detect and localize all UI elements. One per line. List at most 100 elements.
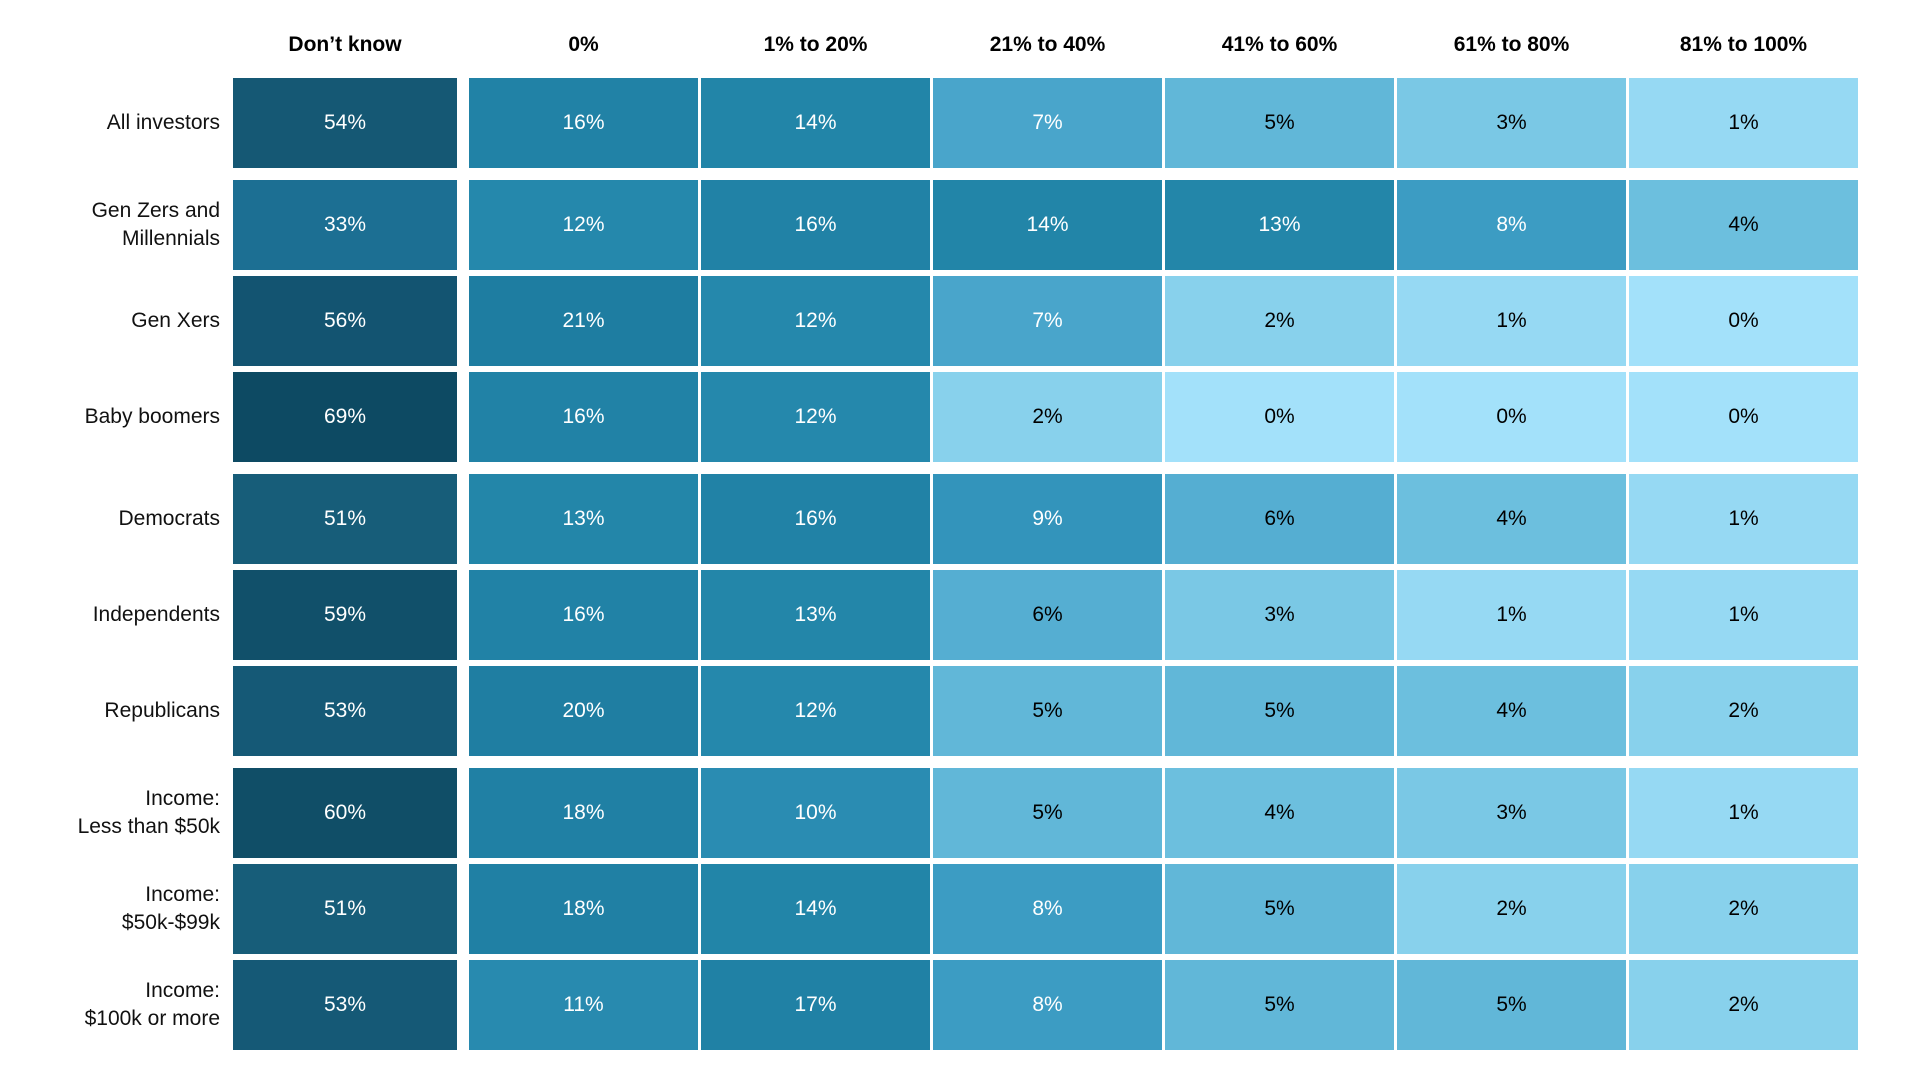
cell-value: 13% bbox=[562, 507, 605, 530]
column-header: 81% to 100% bbox=[1679, 33, 1808, 56]
heatmap-cell: 18% bbox=[469, 768, 698, 858]
cell-value: 5% bbox=[1264, 897, 1295, 920]
heatmap-cell: 16% bbox=[469, 78, 698, 168]
heatmap-cell: 20% bbox=[469, 666, 698, 756]
cell-value: 16% bbox=[794, 213, 837, 236]
column-header-row: Don’t know 0% 1% to 20% 21% to 40% 41% to 60… bbox=[0, 22, 1920, 68]
heatmap-cell: 0% bbox=[1629, 372, 1858, 462]
cell-value: 16% bbox=[794, 507, 837, 530]
heatmap-cell: 16% bbox=[701, 180, 930, 270]
cell-value: 11% bbox=[563, 993, 604, 1016]
heatmap-cell: 21% bbox=[469, 276, 698, 366]
cell-value: 5% bbox=[1264, 993, 1295, 1016]
cell-value: 9% bbox=[1032, 507, 1063, 530]
cell-value: 6% bbox=[1264, 507, 1295, 530]
heatmap-cell: 1% bbox=[1629, 570, 1858, 660]
cell-value: 1% bbox=[1496, 603, 1527, 626]
column-header: 41% to 60% bbox=[1221, 33, 1338, 56]
table-row: Democrats 51% 13% 16% 9% 6% 4% 1% bbox=[0, 474, 1920, 564]
cell-value: 2% bbox=[1032, 405, 1063, 428]
cell-value: 0% bbox=[1264, 405, 1295, 428]
cell-value: 5% bbox=[1496, 993, 1527, 1016]
row-label: Income: $50k-$99k bbox=[121, 882, 220, 934]
heatmap-cell: 7% bbox=[933, 276, 1162, 366]
cell-value: 56% bbox=[323, 309, 367, 332]
heatmap-cell: 4% bbox=[1397, 474, 1626, 564]
heatmap-cell: 8% bbox=[933, 864, 1162, 954]
row-label: Republicans bbox=[104, 698, 220, 722]
cell-value: 59% bbox=[323, 603, 367, 626]
heatmap-cell: 5% bbox=[1165, 960, 1394, 1050]
heatmap-cell: 5% bbox=[933, 666, 1162, 756]
cell-value: 16% bbox=[562, 405, 605, 428]
cell-value: 3% bbox=[1496, 111, 1527, 134]
row-label: Democrats bbox=[118, 506, 220, 530]
heatmap-cell: 2% bbox=[1629, 864, 1858, 954]
heatmap-cell: 69% bbox=[233, 372, 457, 462]
heatmap-cell: 12% bbox=[701, 372, 930, 462]
cell-value: 8% bbox=[1032, 993, 1063, 1016]
cell-value: 12% bbox=[794, 405, 837, 428]
heatmap-cell: 14% bbox=[701, 78, 930, 168]
table-row: Income: $100k or more 53% 11% 17% 8% 5% 5% 2% bbox=[0, 960, 1920, 1050]
cell-value: 13% bbox=[1258, 213, 1301, 236]
heatmap-cell: 5% bbox=[1397, 960, 1626, 1050]
heatmap-cell: 13% bbox=[1165, 180, 1394, 270]
heatmap-cell: 51% bbox=[233, 864, 457, 954]
cell-value: 1% bbox=[1728, 507, 1759, 530]
heatmap-cell: 1% bbox=[1629, 78, 1858, 168]
column-header: 21% to 40% bbox=[989, 33, 1106, 56]
heatmap-cell: 60% bbox=[233, 768, 457, 858]
heatmap-cell: 14% bbox=[701, 864, 930, 954]
cell-value: 60% bbox=[323, 801, 367, 824]
heatmap-cell: 10% bbox=[701, 768, 930, 858]
column-header: 0% bbox=[568, 33, 599, 56]
heatmap-cell: 51% bbox=[233, 474, 457, 564]
table-row: Income: $50k-$99k 51% 18% 14% 8% 5% 2% 2% bbox=[0, 864, 1920, 954]
table-row: Gen Xers 56% 21% 12% 7% 2% 1% 0% bbox=[0, 276, 1920, 366]
heatmap-cell: 16% bbox=[701, 474, 930, 564]
cell-value: 16% bbox=[562, 111, 605, 134]
table-row: Independents 59% 16% 13% 6% 3% 1% 1% bbox=[0, 570, 1920, 660]
heatmap-cell: 16% bbox=[469, 570, 698, 660]
cell-value: 16% bbox=[562, 603, 605, 626]
table-row: Baby boomers 69% 16% 12% 2% 0% 0% 0% bbox=[0, 372, 1920, 462]
cell-value: 53% bbox=[323, 699, 367, 722]
heatmap-cell: 9% bbox=[933, 474, 1162, 564]
heatmap-cell: 17% bbox=[701, 960, 930, 1050]
cell-value: 0% bbox=[1728, 405, 1759, 428]
cell-value: 1% bbox=[1728, 801, 1759, 824]
heatmap-cell: 5% bbox=[1165, 78, 1394, 168]
column-header: 1% to 20% bbox=[763, 33, 868, 56]
cell-value: 12% bbox=[794, 699, 837, 722]
heatmap-cell: 2% bbox=[1629, 960, 1858, 1050]
cell-value: 18% bbox=[562, 897, 605, 920]
heatmap-cell: 1% bbox=[1397, 276, 1626, 366]
cell-value: 12% bbox=[794, 309, 837, 332]
row-label: Independents bbox=[92, 602, 220, 626]
cell-value: 1% bbox=[1728, 111, 1759, 134]
heatmap-cell: 56% bbox=[233, 276, 457, 366]
heatmap-cell: 2% bbox=[1629, 666, 1858, 756]
cell-value: 1% bbox=[1496, 309, 1527, 332]
cell-value: 4% bbox=[1264, 801, 1295, 824]
cell-value: 53% bbox=[323, 993, 367, 1016]
cell-value: 69% bbox=[323, 405, 367, 428]
heatmap-cell: 13% bbox=[701, 570, 930, 660]
cell-value: 51% bbox=[323, 507, 367, 530]
heatmap-cell: 5% bbox=[1165, 666, 1394, 756]
cell-value: 2% bbox=[1728, 699, 1759, 722]
heatmap-cell: 6% bbox=[1165, 474, 1394, 564]
heatmap-cell: 1% bbox=[1629, 474, 1858, 564]
row-label: Income: Less than $50k bbox=[77, 786, 220, 838]
heatmap-cell: 8% bbox=[1397, 180, 1626, 270]
heatmap-cell: 0% bbox=[1397, 372, 1626, 462]
heatmap-cell: 59% bbox=[233, 570, 457, 660]
cell-value: 13% bbox=[794, 603, 837, 626]
cell-value: 14% bbox=[794, 897, 837, 920]
cell-value: 21% bbox=[562, 309, 605, 332]
heatmap-cell: 1% bbox=[1629, 768, 1858, 858]
heatmap-cell: 53% bbox=[233, 960, 457, 1050]
heatmap-cell: 14% bbox=[933, 180, 1162, 270]
